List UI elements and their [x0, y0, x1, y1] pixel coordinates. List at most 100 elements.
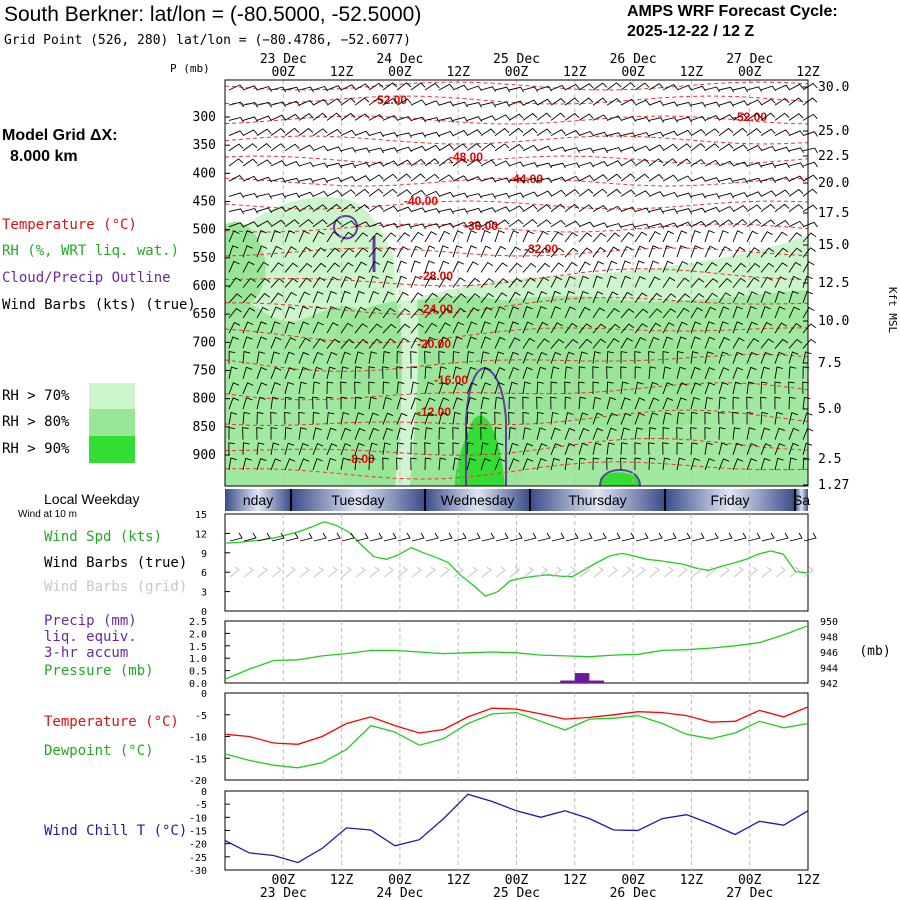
wind-barb	[410, 292, 424, 304]
pressure-tick-label: 750	[193, 364, 216, 379]
pressure-tick: 944	[820, 664, 838, 675]
wind-barb	[452, 293, 467, 304]
wind-barb	[578, 147, 594, 154]
wind-barb	[690, 261, 703, 273]
wind-barb	[732, 277, 746, 288]
wind-barb	[354, 247, 369, 258]
wind-barb	[718, 205, 734, 213]
wind-barb-true	[411, 532, 425, 542]
rh70-swatch	[89, 383, 135, 409]
temperature-contour-label: -40.00	[404, 194, 438, 208]
wind-barb	[648, 131, 664, 138]
wind-barb	[494, 442, 504, 455]
wind-barb	[270, 427, 278, 440]
wind-barb	[760, 177, 776, 183]
wind-barb	[564, 130, 580, 137]
wind-barb-grid	[243, 566, 254, 578]
wind-barb	[228, 130, 244, 137]
wind-barb	[620, 231, 634, 243]
wind-barb	[746, 411, 754, 425]
wind-barb	[270, 382, 281, 395]
wind-barb	[732, 458, 744, 471]
wind-barb	[326, 189, 342, 197]
wind-barb	[298, 337, 311, 349]
wind-barb	[312, 99, 328, 106]
wind-barb	[606, 160, 622, 167]
wind-barb	[438, 222, 454, 229]
wind-barb	[802, 188, 818, 197]
wind-barb	[718, 351, 729, 364]
wind-barb	[718, 127, 734, 136]
wind-barb	[298, 306, 309, 319]
wind-barb	[802, 366, 810, 379]
wind-barb	[438, 293, 453, 304]
wind-barb	[396, 412, 408, 425]
wind-barb	[228, 174, 244, 182]
wind-barb	[592, 161, 608, 167]
wind-barb	[760, 203, 776, 212]
wind-barb	[732, 306, 743, 319]
wind-barb	[382, 97, 398, 106]
wind-barb	[690, 159, 706, 167]
wind-barb	[508, 306, 519, 319]
wind-barb	[718, 458, 730, 471]
wind-barb-true	[621, 532, 635, 542]
wind-barb	[354, 381, 361, 395]
wind-barb	[326, 98, 342, 106]
isotherm	[224, 200, 809, 210]
wind-barb	[312, 112, 328, 121]
wind-barb	[424, 260, 435, 273]
wind-barb	[312, 366, 323, 379]
bottom-time-tick: 12Z	[796, 873, 820, 888]
pressure-tick-label: 500	[193, 223, 216, 238]
wind-barb	[326, 338, 341, 349]
precip-tick: 0.0	[189, 679, 207, 690]
wind-barb	[438, 117, 454, 123]
wind-barb	[746, 262, 761, 273]
wind-barb	[704, 219, 720, 228]
wind-barb	[536, 351, 548, 364]
wind-barb	[256, 382, 268, 395]
wind-barb	[592, 222, 608, 228]
wind-barb	[746, 381, 755, 395]
wind-barb	[326, 146, 342, 152]
wind-barb-grid	[341, 566, 352, 578]
wind-barb	[732, 396, 740, 410]
wind-barb	[452, 366, 462, 379]
wind-barb	[410, 189, 426, 197]
wind-barb-grid	[593, 566, 604, 578]
wind-barb	[676, 101, 692, 108]
wind-barb	[340, 162, 356, 169]
wind-barb	[522, 321, 534, 334]
wind-barb	[760, 128, 776, 136]
wind-barb	[522, 246, 536, 258]
wind-barb-true	[523, 532, 537, 542]
wind-barb	[746, 321, 758, 334]
wind-barb	[718, 381, 729, 395]
wind-barb	[326, 203, 342, 212]
wind-barb	[354, 412, 365, 425]
wind-barb	[494, 177, 510, 184]
wind-barb	[536, 366, 547, 379]
wind-barb	[788, 220, 804, 228]
wind-barb-grid	[733, 566, 744, 578]
wind-barb	[382, 132, 398, 138]
wind-barb	[368, 147, 384, 154]
wind-barb	[606, 323, 621, 334]
wind-barb	[494, 411, 501, 425]
wind-barb	[410, 207, 426, 213]
wind-barb	[704, 427, 711, 440]
wind-barb	[606, 173, 622, 182]
wind-barb	[536, 458, 547, 471]
wind-barb	[270, 336, 282, 349]
weekday-segment	[665, 489, 795, 511]
wind-barb	[634, 116, 650, 123]
temperature-tick: 0	[201, 689, 207, 700]
wind-barb	[382, 205, 398, 213]
wind-barb	[354, 83, 370, 91]
wind-barb-grid	[677, 566, 688, 578]
wind-barb	[662, 143, 678, 152]
wind-barb	[536, 230, 549, 243]
wind-barb-true	[747, 532, 761, 542]
wind-barb	[326, 366, 336, 379]
